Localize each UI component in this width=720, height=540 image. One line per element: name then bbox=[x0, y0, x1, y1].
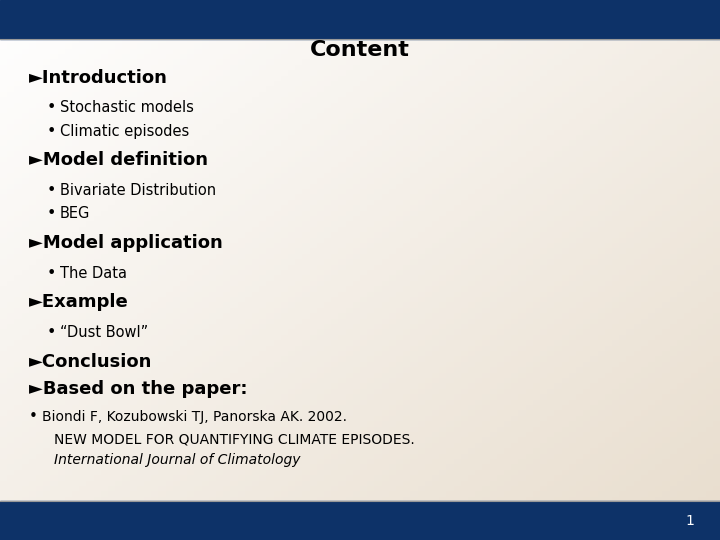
Text: •: • bbox=[47, 266, 56, 281]
Text: ►Example: ►Example bbox=[29, 293, 129, 312]
Text: Climatic episodes: Climatic episodes bbox=[60, 124, 189, 139]
Text: ►Model application: ►Model application bbox=[29, 234, 222, 252]
Text: Content: Content bbox=[310, 39, 410, 60]
Text: The Data: The Data bbox=[60, 266, 127, 281]
Text: “Dust Bowl”: “Dust Bowl” bbox=[60, 325, 148, 340]
Text: ►Introduction: ►Introduction bbox=[29, 69, 168, 87]
Text: ►Based on the paper:: ►Based on the paper: bbox=[29, 380, 247, 398]
Text: •: • bbox=[47, 325, 56, 340]
Text: •: • bbox=[47, 206, 56, 221]
Text: Stochastic models: Stochastic models bbox=[60, 100, 194, 116]
Text: ►Model definition: ►Model definition bbox=[29, 151, 208, 170]
Text: Biondi F, Kozubowski TJ, Panorska AK. 2002.: Biondi F, Kozubowski TJ, Panorska AK. 20… bbox=[42, 410, 347, 424]
Bar bbox=[0, 0, 720, 39]
Text: Bivariate Distribution: Bivariate Distribution bbox=[60, 183, 216, 198]
Text: 1: 1 bbox=[686, 514, 695, 528]
Text: •: • bbox=[47, 124, 56, 139]
Text: BEG: BEG bbox=[60, 206, 90, 221]
Text: International Journal of Climatology: International Journal of Climatology bbox=[54, 453, 300, 467]
Bar bbox=[0, 501, 720, 540]
Text: •: • bbox=[29, 409, 37, 424]
Text: NEW MODEL FOR QUANTIFYING CLIMATE EPISODES.: NEW MODEL FOR QUANTIFYING CLIMATE EPISOD… bbox=[54, 433, 415, 447]
Text: •: • bbox=[47, 100, 56, 116]
Text: •: • bbox=[47, 183, 56, 198]
Text: ►Conclusion: ►Conclusion bbox=[29, 353, 152, 371]
